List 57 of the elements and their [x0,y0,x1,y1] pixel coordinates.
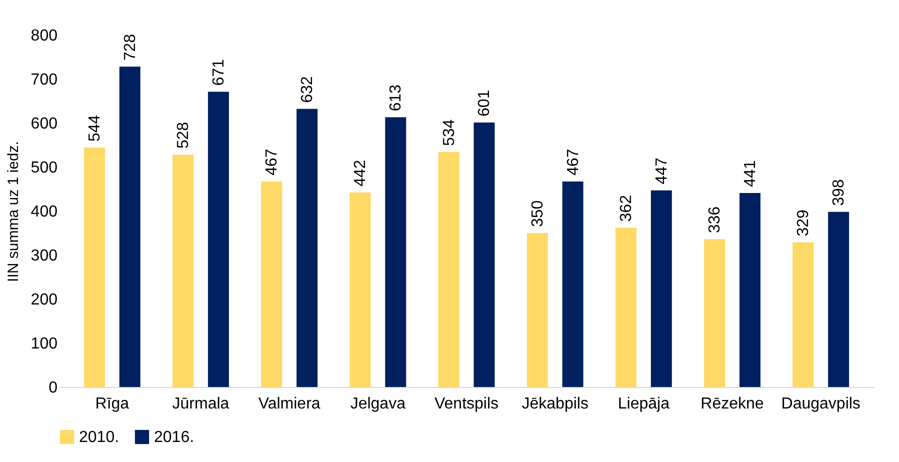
bar [526,233,548,387]
bar [562,182,584,387]
bar [739,192,760,387]
bar [792,242,814,387]
x-tick-label: Daugavpils [781,396,860,412]
y-axis-title: IIN summa uz 1 iedz. [4,141,22,282]
data-label: 441 [742,160,759,187]
data-label: 544 [86,114,104,142]
data-label: 442 [352,160,370,187]
bar [385,117,406,387]
x-tick-label: Valmiera [258,396,320,412]
x-tick-label: Ventspils [434,396,499,412]
data-label: 336 [706,206,724,234]
data-label: 467 [264,148,281,176]
y-tick-label: 600 [30,116,58,132]
legend-label: 2010. [79,429,120,446]
data-label: 362 [618,194,635,222]
bar [650,190,672,387]
y-tick-label: 300 [30,248,58,264]
bar [474,122,495,387]
data-label: 350 [529,200,546,227]
x-tick-label: Jūrmala [172,396,230,412]
data-label: 601 [476,90,494,117]
bar [296,108,318,387]
x-tick-label: Rīga [95,396,130,412]
data-label: 671 [210,58,228,86]
bar [84,148,105,387]
data-label: 467 [564,148,582,176]
bar [704,239,726,387]
bar [828,212,850,387]
data-label: 528 [175,122,192,149]
bar [615,228,636,387]
bar [172,154,194,387]
y-tick-label: 0 [48,380,58,396]
data-label: 613 [388,84,405,112]
data-label: 447 [653,158,670,184]
y-tick-label: 200 [30,292,58,308]
y-tick-label: 400 [30,204,58,220]
data-label: 632 [299,76,316,103]
data-label: 728 [122,34,139,61]
bar [261,182,282,387]
bar [438,152,460,387]
y-tick-label: 100 [30,336,58,352]
x-tick-label: Liepāja [618,396,670,412]
x-tick-label: Rēzekne [700,396,764,412]
y-tick-label: 700 [30,72,58,88]
x-tick-label: Jelgava [350,396,406,412]
bar [208,92,229,387]
data-label: 329 [795,209,812,236]
data-label: 398 [830,179,848,206]
bar [350,192,371,387]
y-tick-label: 800 [30,28,58,44]
y-tick-label: 500 [30,160,58,176]
bar [119,66,140,387]
legend-label: 2016. [154,429,194,446]
data-label: 534 [440,119,458,146]
x-tick-label: Jēkabpils [522,396,588,412]
